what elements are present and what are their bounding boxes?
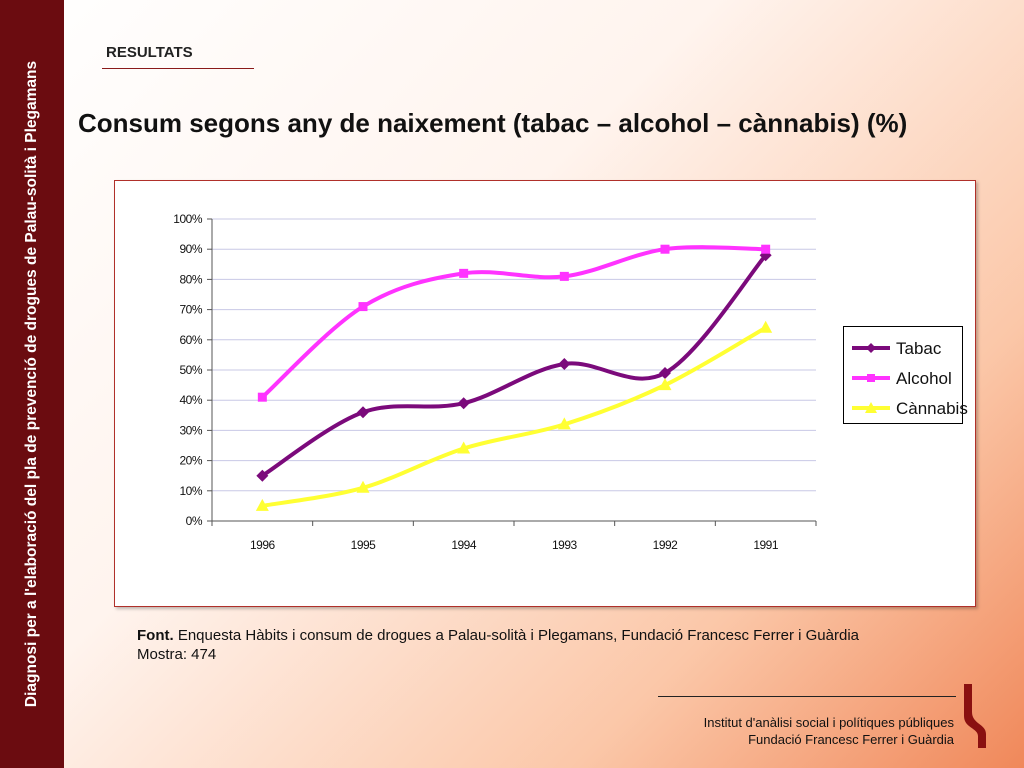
legend-marker-alcohol bbox=[852, 374, 890, 382]
x-tick-label: 1992 bbox=[653, 538, 679, 552]
data-point-tabac bbox=[659, 367, 671, 380]
data-point-tabac bbox=[759, 249, 772, 262]
x-tick-label: 1995 bbox=[351, 538, 377, 552]
data-point-cannabis bbox=[658, 378, 672, 391]
source-line: Font. Enquesta Hàbits i consum de drogue… bbox=[137, 626, 859, 645]
data-point-alcohol bbox=[660, 244, 670, 254]
legend-label-cannabis: Cànnabis bbox=[896, 399, 968, 418]
legend-label-tabac: Tabac bbox=[896, 339, 942, 358]
legend-item-tabac: Tabac bbox=[850, 333, 960, 363]
section-divider bbox=[102, 68, 254, 69]
data-point-alcohol bbox=[257, 392, 267, 402]
data-point-tabac bbox=[558, 357, 571, 370]
y-tick-label: 10% bbox=[179, 484, 202, 498]
y-tick-label: 0% bbox=[186, 514, 203, 528]
y-tick-label: 70% bbox=[179, 303, 202, 317]
data-point-tabac bbox=[457, 397, 470, 410]
series-line-tabac bbox=[261, 253, 768, 478]
footer-line-1: Institut d'anàlisi social i polítiques p… bbox=[703, 715, 954, 730]
chart-legend: Tabac Alcohol Cànnabis bbox=[843, 326, 968, 424]
section-label: RESULTATS bbox=[106, 44, 193, 61]
data-point-cannabis bbox=[356, 480, 370, 493]
x-tick-label: 1994 bbox=[451, 538, 477, 552]
footer-line-2: Fundació Francesc Ferrer i Guàrdia bbox=[748, 732, 954, 747]
line-chart: 0% 10% 20% 30% 40% 50% 60% 70% 80% 90% 100% 1996 199… bbox=[173, 212, 817, 552]
data-point-alcohol bbox=[459, 268, 469, 278]
data-point-alcohol bbox=[559, 271, 569, 281]
legend-item-alcohol: Alcohol bbox=[850, 363, 960, 393]
data-point-tabac bbox=[256, 469, 269, 482]
series-line-cannabis bbox=[261, 325, 767, 508]
sample-size: Mostra: 474 bbox=[137, 646, 217, 663]
data-point-tabac bbox=[357, 406, 369, 419]
institute-logo bbox=[964, 684, 986, 748]
x-tick-label: 1991 bbox=[753, 538, 779, 552]
footer-divider bbox=[658, 696, 956, 697]
legend-item-cannabis: Cànnabis bbox=[850, 393, 968, 423]
y-tick-label: 80% bbox=[179, 272, 202, 286]
y-tick-label: 40% bbox=[179, 393, 202, 407]
data-point-cannabis bbox=[759, 320, 773, 333]
legend-label-alcohol: Alcohol bbox=[896, 369, 952, 388]
data-point-cannabis bbox=[557, 417, 571, 430]
source-note: Font. Enquesta Hàbits i consum de drogue… bbox=[137, 626, 859, 664]
x-tick-label: 1996 bbox=[250, 538, 276, 552]
series-line-alcohol bbox=[260, 245, 766, 399]
page-title: Consum segons any de naixement (tabac – … bbox=[78, 108, 908, 138]
y-tick-label: 30% bbox=[179, 423, 202, 437]
legend-marker-tabac bbox=[852, 343, 890, 353]
x-tick-label: 1993 bbox=[552, 538, 578, 552]
source-text: Enquesta Hàbits i consum de drogues a Pa… bbox=[177, 627, 860, 644]
side-bar: Diagnosi per a l'elaboració del pla de p… bbox=[0, 0, 64, 768]
y-tick-label: 60% bbox=[179, 333, 202, 347]
data-point-alcohol bbox=[358, 302, 368, 312]
y-tick-label: 50% bbox=[179, 363, 202, 377]
data-point-alcohol bbox=[761, 244, 771, 254]
y-tick-label: 90% bbox=[179, 242, 202, 256]
y-tick-label: 20% bbox=[179, 454, 202, 468]
source-label: Font. bbox=[137, 627, 174, 644]
footer-credits: Institut d'anàlisi social i polítiques p… bbox=[704, 714, 954, 748]
y-tick-label: 100% bbox=[173, 212, 203, 226]
legend-marker-cannabis bbox=[852, 402, 890, 413]
data-point-cannabis bbox=[457, 441, 471, 454]
side-title: Diagnosi per a l'elaboració del pla de p… bbox=[23, 60, 40, 708]
data-point-cannabis bbox=[255, 498, 269, 511]
chart-frame: 0% 10% 20% 30% 40% 50% 60% 70% 80% 90% 100% 1996 199… bbox=[114, 180, 976, 607]
